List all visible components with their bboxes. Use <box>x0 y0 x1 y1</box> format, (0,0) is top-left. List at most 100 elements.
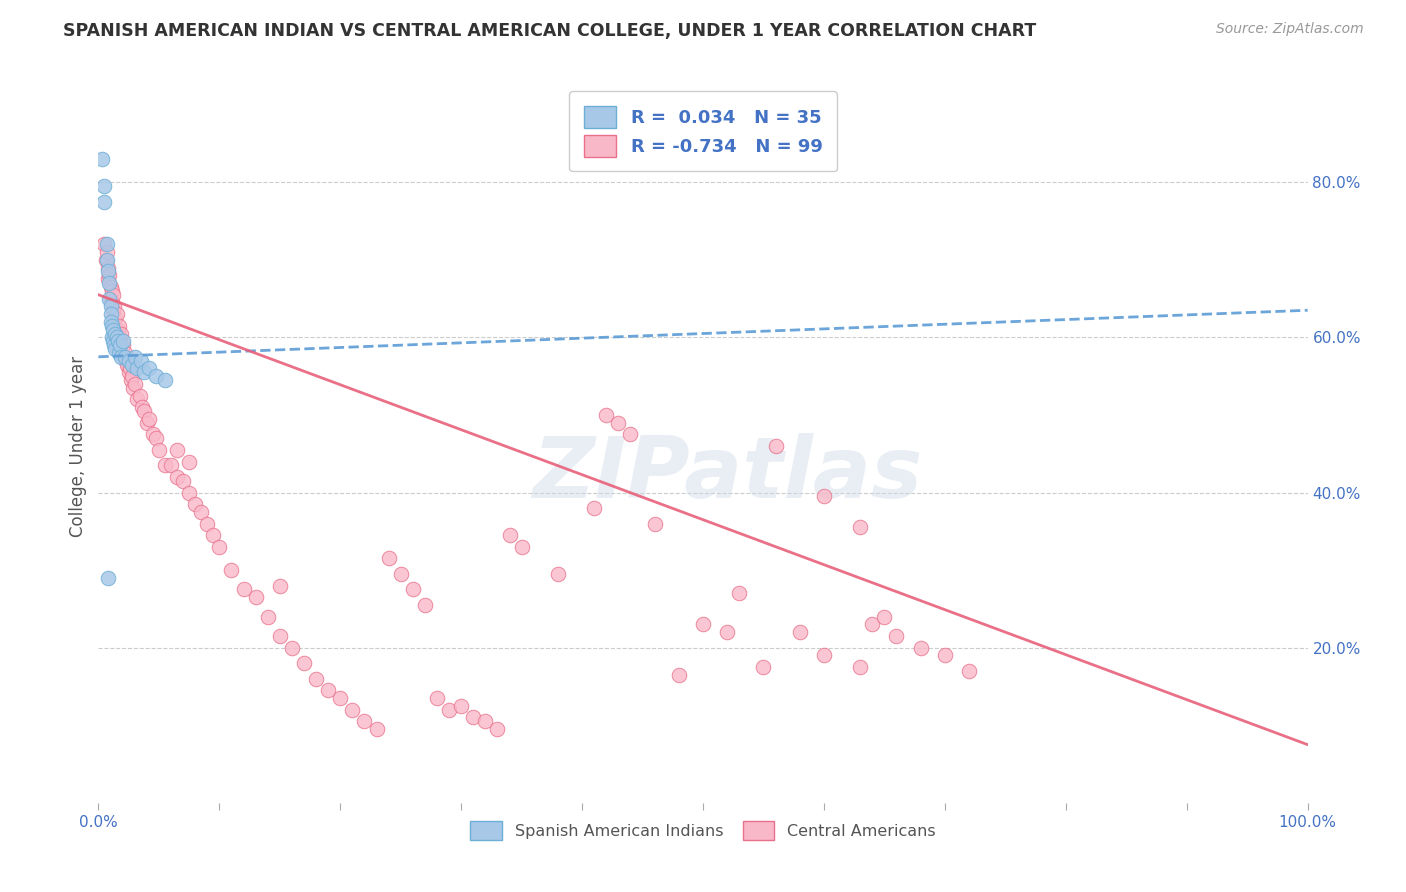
Point <box>849 660 872 674</box>
Point <box>111 334 134 349</box>
Point <box>96 252 118 267</box>
Point <box>129 353 152 368</box>
Point <box>353 714 375 729</box>
Point <box>329 691 352 706</box>
Point <box>115 353 138 368</box>
Point <box>103 299 125 313</box>
Point <box>166 442 188 457</box>
Point <box>121 358 143 372</box>
Point <box>104 342 127 356</box>
Point <box>100 295 122 310</box>
Point <box>179 454 201 468</box>
Point <box>813 648 835 663</box>
Point <box>118 365 141 379</box>
Point <box>153 373 176 387</box>
Point <box>100 280 122 294</box>
Point <box>873 609 896 624</box>
Point <box>101 334 124 349</box>
Point <box>97 571 120 585</box>
Point <box>281 640 304 655</box>
Legend: Spanish American Indians, Central Americans: Spanish American Indians, Central Americ… <box>464 815 942 847</box>
Point <box>93 194 115 209</box>
Point <box>498 528 520 542</box>
Point <box>202 528 225 542</box>
Point <box>179 485 201 500</box>
Point <box>145 431 167 445</box>
Point <box>108 330 131 344</box>
Point <box>108 346 131 360</box>
Point <box>124 350 146 364</box>
Point <box>101 287 124 301</box>
Point <box>886 629 908 643</box>
Point <box>103 338 125 352</box>
Point <box>426 691 449 706</box>
Point <box>105 330 128 344</box>
Point <box>110 350 132 364</box>
Point <box>269 629 291 643</box>
Point <box>100 299 122 313</box>
Point <box>100 307 122 321</box>
Point <box>93 237 115 252</box>
Point <box>595 408 617 422</box>
Text: ZIPatlas: ZIPatlas <box>531 433 922 516</box>
Point <box>108 338 131 352</box>
Point <box>134 404 156 418</box>
Point <box>145 369 167 384</box>
Point <box>122 381 145 395</box>
Point <box>97 272 120 286</box>
Point <box>153 458 176 473</box>
Point <box>101 323 124 337</box>
Point <box>195 516 218 531</box>
Point <box>124 376 146 391</box>
Point <box>607 416 630 430</box>
Point <box>644 516 666 531</box>
Point <box>450 698 472 713</box>
Point <box>105 307 128 321</box>
Point <box>957 664 980 678</box>
Point <box>138 361 160 376</box>
Point <box>120 373 142 387</box>
Point <box>583 501 606 516</box>
Point <box>765 439 787 453</box>
Point <box>184 497 207 511</box>
Point <box>91 152 114 166</box>
Y-axis label: College, Under 1 year: College, Under 1 year <box>69 355 87 537</box>
Point <box>107 334 129 349</box>
Point <box>413 598 436 612</box>
Point <box>93 179 115 194</box>
Point <box>135 416 157 430</box>
Point <box>305 672 328 686</box>
Point <box>752 660 775 674</box>
Point <box>692 617 714 632</box>
Point <box>316 683 339 698</box>
Point <box>510 540 533 554</box>
Point <box>100 330 122 344</box>
Point <box>97 264 120 278</box>
Point <box>98 276 121 290</box>
Point <box>118 353 141 368</box>
Point <box>728 586 751 600</box>
Point <box>221 563 243 577</box>
Point <box>117 358 139 372</box>
Point <box>100 292 122 306</box>
Point <box>190 505 212 519</box>
Point <box>245 591 267 605</box>
Point <box>789 625 811 640</box>
Point <box>474 714 496 729</box>
Point <box>100 318 122 333</box>
Point <box>104 311 127 326</box>
Point <box>269 579 291 593</box>
Point <box>127 392 149 407</box>
Point <box>134 365 156 379</box>
Point <box>104 326 127 341</box>
Point <box>437 703 460 717</box>
Point <box>342 703 364 717</box>
Point <box>127 361 149 376</box>
Point <box>160 458 183 473</box>
Point <box>96 245 118 260</box>
Point <box>148 442 170 457</box>
Text: Source: ZipAtlas.com: Source: ZipAtlas.com <box>1216 22 1364 37</box>
Point <box>172 474 194 488</box>
Point <box>860 617 883 632</box>
Point <box>208 540 231 554</box>
